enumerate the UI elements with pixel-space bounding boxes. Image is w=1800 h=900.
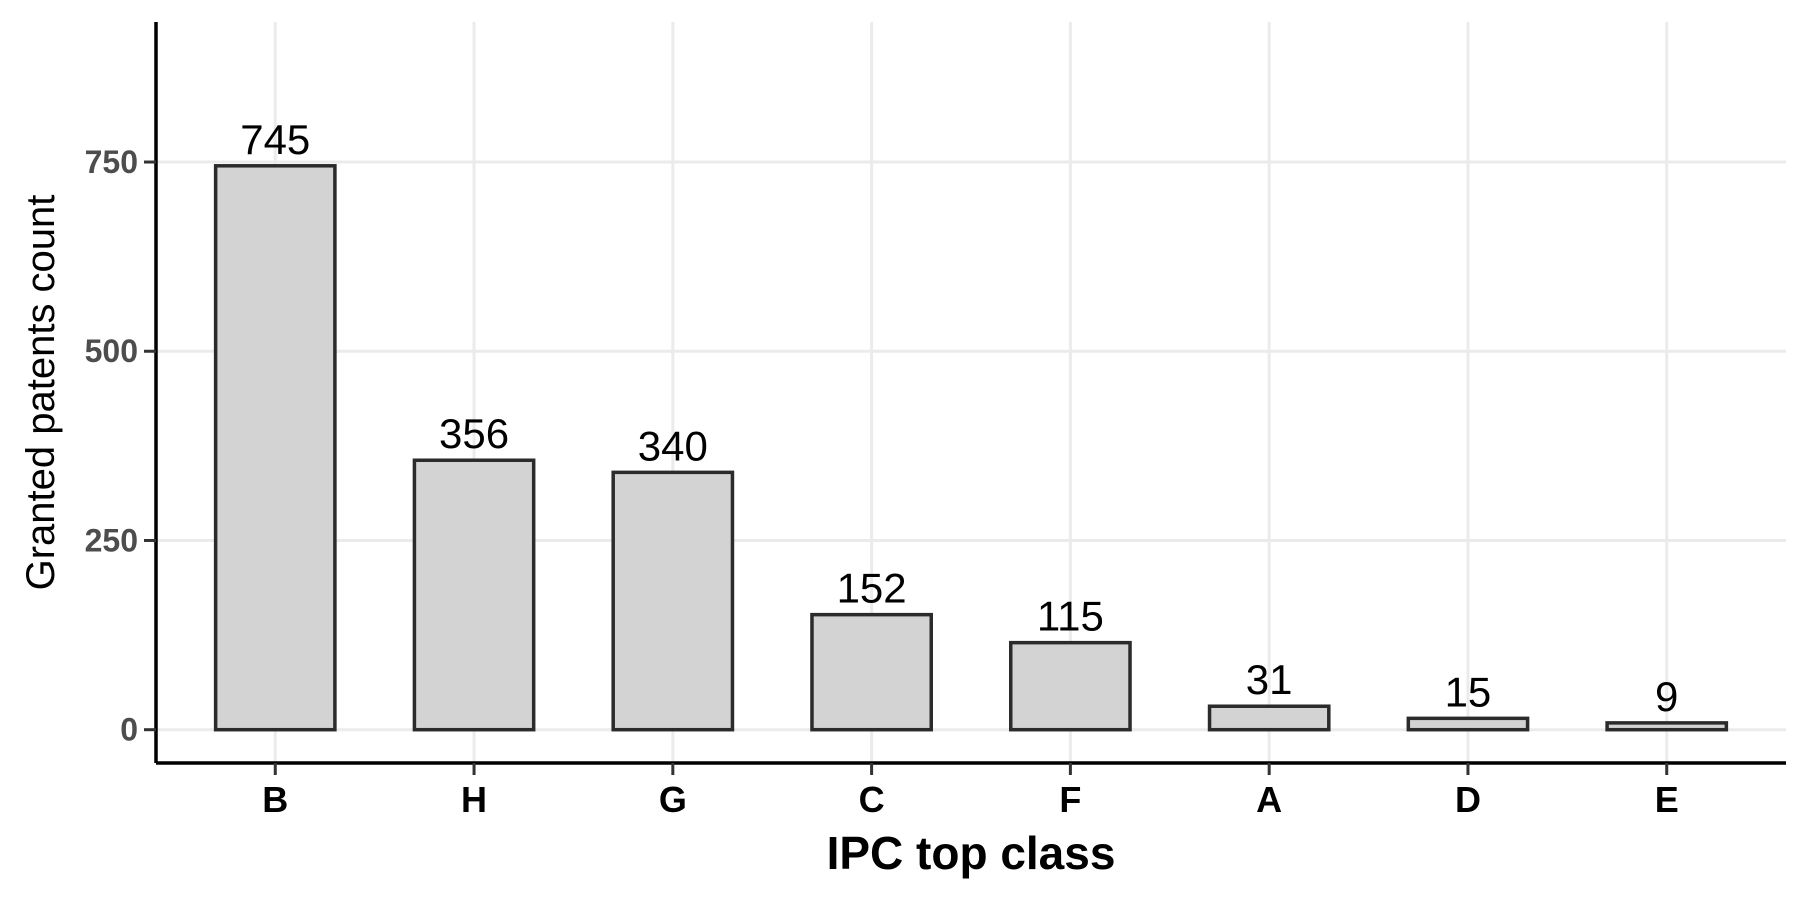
x-tick-label: G [659, 779, 687, 820]
bar-value-label: 15 [1445, 668, 1492, 715]
y-tick-label: 250 [85, 522, 138, 558]
bar-value-label: 340 [638, 422, 708, 469]
x-tick-label: C [859, 779, 885, 820]
ticks-layer: 0 250 500 750 B H G C F A D E [85, 144, 1679, 820]
bars-layer [213, 164, 1729, 732]
grid-layer [156, 22, 1786, 763]
bar-labels-layer: 745 356 340 152 115 31 15 9 [240, 116, 1678, 720]
axes-layer [154, 22, 1786, 765]
bar-value-label: 115 [1037, 593, 1104, 640]
bar-value-label: 356 [439, 410, 509, 457]
x-axis-title: IPC top class [827, 827, 1116, 879]
bar-G [611, 470, 735, 732]
bar-value-label: 31 [1246, 656, 1293, 703]
y-axis-title: Granted patents count [19, 195, 63, 591]
bar-D [1406, 716, 1530, 732]
x-tick-label: A [1256, 779, 1282, 820]
y-tick-label: 0 [120, 712, 138, 748]
bar-B [213, 164, 337, 732]
bar-A [1207, 704, 1331, 732]
x-tick-label: B [262, 779, 288, 820]
x-tick-label: E [1655, 779, 1679, 820]
bar-C [810, 612, 933, 732]
x-tick-label: H [461, 779, 487, 820]
y-tick-label: 750 [85, 144, 138, 180]
bar-E [1605, 721, 1729, 732]
bar-value-label: 152 [837, 565, 907, 612]
x-tick-label: F [1059, 779, 1081, 820]
y-tick-label: 500 [85, 333, 138, 369]
bar-value-label: 745 [240, 116, 310, 163]
bar-value-label: 9 [1655, 673, 1678, 720]
x-tick-label: D [1455, 779, 1481, 820]
bar-F [1009, 640, 1132, 732]
bar-H [412, 458, 536, 732]
